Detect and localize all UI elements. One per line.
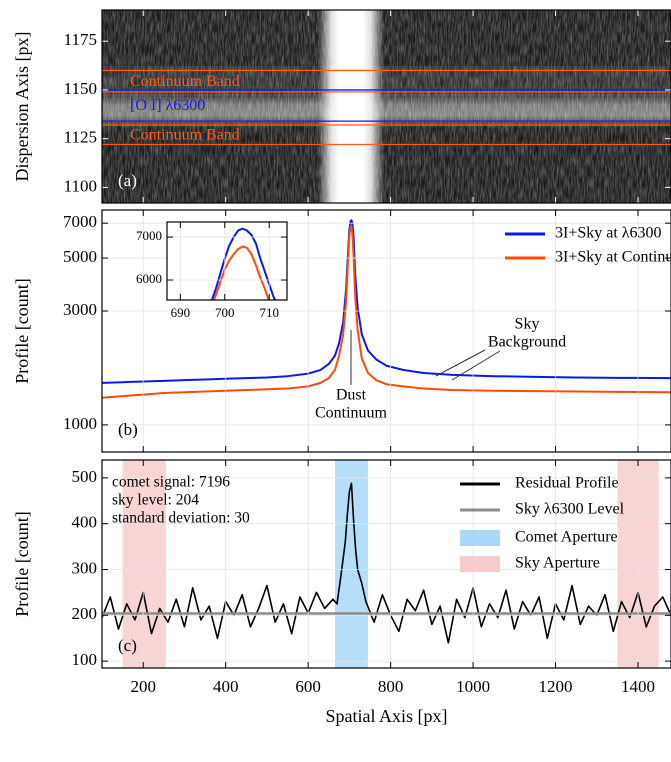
legend-label: Sky λ6300 Level xyxy=(515,501,625,518)
y-tick-label: 1175 xyxy=(64,30,97,49)
x-tick-label: 1000 xyxy=(456,677,490,696)
inset-background xyxy=(167,222,287,300)
y-tick-label: 300 xyxy=(72,558,98,577)
y-tick-label: 7000 xyxy=(63,212,97,231)
axes: 1100 1125 1150 1175 xyxy=(64,10,671,203)
series-line xyxy=(210,227,277,300)
band-label: [O I] λ6300 xyxy=(130,97,205,114)
y-tick-label: 100 xyxy=(72,650,98,669)
y-tick-label: 7000 xyxy=(136,228,162,243)
x-tick-label: 200 xyxy=(130,677,156,696)
legend-swatch xyxy=(460,530,500,546)
aperture-span xyxy=(122,460,166,668)
panel-label: (a) xyxy=(118,171,137,190)
series-line xyxy=(212,245,270,300)
y-axis-label: Profile [count] xyxy=(12,278,32,383)
y-axis-label: Dispersion Axis [px] xyxy=(12,32,32,182)
legend-label: 3I+Sky at λ6300 xyxy=(555,225,662,242)
series-line xyxy=(102,482,671,644)
legend-label: 3I+Sky at Continuum xyxy=(555,249,671,266)
x-tick-label: 710 xyxy=(259,305,279,320)
x-tick-label: 600 xyxy=(295,677,321,696)
x-tick-label: 400 xyxy=(213,677,239,696)
y-tick-label: 500 xyxy=(72,467,98,486)
y-tick-label: 5000 xyxy=(63,247,97,266)
y-tick-label: 1150 xyxy=(64,79,97,98)
x-axis-label: Spatial Axis [px] xyxy=(326,706,448,726)
annotation-arrow xyxy=(435,349,486,377)
y-tick-label: 1000 xyxy=(63,414,97,433)
y-tick-label: 400 xyxy=(72,513,98,532)
x-tick-label: 690 xyxy=(171,305,191,320)
axes: 100 200 300 400 500 200 400 600 800 1000 1200 1400 xyxy=(72,460,671,696)
plot-area xyxy=(210,227,277,300)
axes-frame xyxy=(166,221,288,301)
stat-text: sky level: 204 xyxy=(112,492,199,509)
legend-label: Comet Aperture xyxy=(515,529,618,546)
annotation: Background xyxy=(488,334,566,351)
annotation: Continuum xyxy=(315,405,388,422)
axes: 6000 7000 690 700 710 xyxy=(136,222,287,320)
bands: Continuum Band [O I] λ6300 Continuum Band xyxy=(102,69,671,146)
legend-swatch xyxy=(460,556,500,572)
stat-text: standard deviation: 30 xyxy=(112,510,250,527)
annotation: Sky xyxy=(515,316,540,333)
comet-trace xyxy=(318,10,384,203)
panel-label: (b) xyxy=(118,420,138,439)
axes: 1000 3000 5000 7000 xyxy=(63,210,671,452)
y-tick-label: 1125 xyxy=(64,128,97,147)
axes-frame xyxy=(101,9,671,204)
stat-text: comet signal: 7196 xyxy=(112,474,230,491)
legend-label: Sky Aperture xyxy=(515,555,600,572)
y-tick-label: 200 xyxy=(72,604,98,623)
x-tick-label: 800 xyxy=(378,677,404,696)
band-label: Continuum Band xyxy=(130,73,240,90)
axes-frame xyxy=(101,209,671,453)
panel-label: (c) xyxy=(118,636,137,655)
axes-frame xyxy=(101,459,671,669)
spectrum-image xyxy=(102,10,671,203)
y-tick-label: 3000 xyxy=(63,300,97,319)
legend-label: Residual Profile xyxy=(515,475,619,492)
y-tick-label: 1100 xyxy=(64,176,97,195)
x-tick-label: 1400 xyxy=(621,677,655,696)
y-tick-label: 6000 xyxy=(136,271,162,286)
x-tick-label: 700 xyxy=(215,305,235,320)
y-axis-label: Profile [count] xyxy=(12,511,32,616)
annotation-arrow xyxy=(451,350,501,381)
annotation: Dust xyxy=(336,387,367,404)
sky-line xyxy=(102,92,671,128)
band-label: Continuum Band xyxy=(130,126,240,143)
x-tick-label: 1200 xyxy=(539,677,573,696)
plot-area xyxy=(102,460,671,668)
